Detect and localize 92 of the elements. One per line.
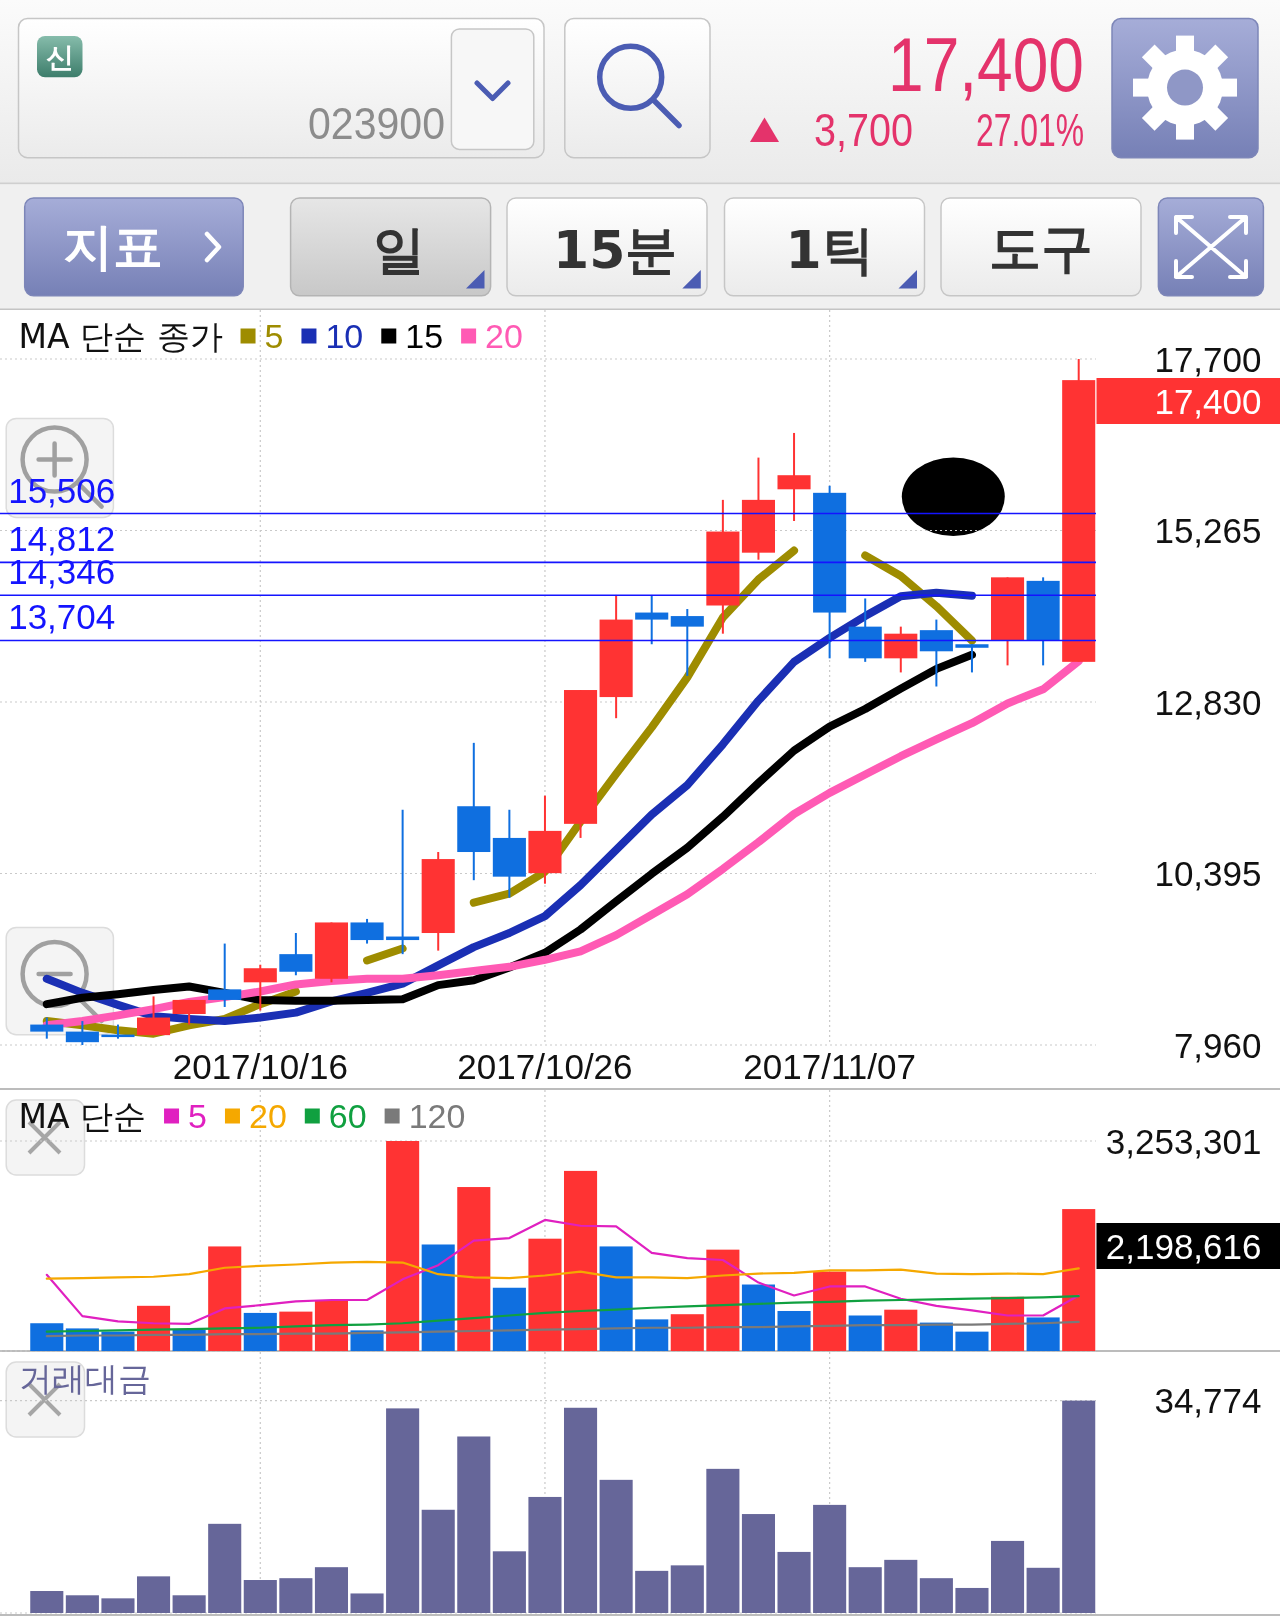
legend-label: 60	[328, 1097, 367, 1135]
bar	[208, 1246, 242, 1351]
legend-label: 20	[485, 317, 523, 355]
candlestick	[208, 942, 242, 1008]
bar	[492, 1551, 526, 1613]
bar	[172, 1595, 206, 1613]
bar	[1026, 1567, 1060, 1613]
bar	[1026, 1317, 1060, 1351]
bar	[279, 1578, 313, 1613]
text: 17,400	[888, 21, 1121, 107]
text: 지표	[63, 218, 164, 276]
bar	[350, 1593, 384, 1613]
bar	[777, 1551, 811, 1613]
text: 3,700	[814, 104, 930, 156]
bar	[421, 1509, 455, 1613]
text: 일	[372, 220, 425, 280]
bar	[421, 1244, 455, 1351]
text: 15분	[553, 220, 678, 280]
value-tag: 2,198,616	[1096, 1223, 1280, 1269]
bar	[599, 1479, 633, 1614]
text: 신	[45, 40, 74, 74]
bar	[386, 1408, 420, 1613]
bar	[991, 1540, 1025, 1613]
x-tick-label: 2017/10/16	[172, 1046, 348, 1086]
bar	[101, 1598, 135, 1613]
bar	[813, 1504, 847, 1613]
bar	[884, 1559, 918, 1613]
ref-line-label: 14,812	[8, 519, 116, 559]
y-tick-label: 3,253,301	[1105, 1121, 1262, 1161]
bar	[848, 1567, 882, 1613]
bar	[741, 1514, 775, 1613]
bar	[30, 1591, 64, 1613]
bar	[528, 1496, 562, 1613]
y-tick-label: 34,774	[1154, 1381, 1262, 1421]
ref-line-label: 15,506	[8, 470, 116, 510]
x-tick-label: 2017/11/07	[743, 1046, 916, 1086]
text: 023900	[308, 99, 455, 149]
legend-label: 5	[188, 1097, 207, 1135]
bar	[955, 1587, 989, 1613]
bar	[670, 1565, 704, 1613]
candlestick	[670, 608, 704, 677]
y-tick-label: 10,395	[1154, 854, 1262, 893]
ref-line-label: 13,704	[8, 597, 116, 637]
bar	[457, 1436, 491, 1613]
bar	[386, 1141, 420, 1351]
bar	[635, 1319, 669, 1351]
bar	[813, 1271, 847, 1351]
candlestick	[955, 643, 989, 674]
bar	[848, 1315, 882, 1351]
bar	[1062, 1400, 1096, 1613]
candlestick	[635, 593, 669, 646]
bar	[564, 1407, 598, 1613]
text: 도구	[988, 218, 1093, 278]
y-tick-label: 12,830	[1154, 682, 1262, 722]
candlestick	[777, 431, 811, 522]
bar	[884, 1309, 918, 1351]
chart-title: 거래대금	[18, 1358, 151, 1398]
bar	[955, 1331, 989, 1351]
legend-label: 120	[408, 1097, 466, 1135]
bar	[635, 1570, 669, 1613]
y-tick-label: 7,960	[1173, 1025, 1262, 1065]
text: 27.01%	[976, 104, 1133, 156]
y-tick-label: 17,700	[1154, 339, 1262, 379]
bar	[350, 1330, 384, 1351]
bar	[1062, 1209, 1096, 1351]
value-tag: 17,400	[1096, 378, 1280, 424]
bar	[706, 1249, 740, 1351]
bar	[741, 1284, 775, 1351]
bar	[777, 1310, 811, 1351]
bar	[137, 1576, 171, 1613]
bar	[30, 1323, 64, 1351]
text: 1틱	[785, 220, 874, 280]
x-tick-label: 2017/10/26	[457, 1046, 633, 1086]
bar	[243, 1580, 277, 1613]
legend-label: 10	[325, 317, 364, 355]
legend-title: MA 단순	[18, 1096, 147, 1136]
bar	[919, 1578, 953, 1613]
bar	[65, 1595, 99, 1613]
bar	[528, 1238, 562, 1351]
legend-title: MA 단순 종가	[18, 316, 223, 356]
bar	[564, 1170, 598, 1351]
bar	[208, 1523, 242, 1613]
bar	[492, 1287, 526, 1351]
bar	[670, 1314, 704, 1351]
legend-label: 20	[248, 1097, 287, 1135]
legend-label: 5	[264, 317, 284, 355]
bar	[599, 1246, 633, 1351]
bar	[706, 1468, 740, 1613]
y-tick-label: 15,265	[1154, 511, 1262, 550]
legend-label: 15	[405, 317, 444, 355]
bar	[457, 1187, 491, 1351]
bar	[314, 1567, 348, 1613]
